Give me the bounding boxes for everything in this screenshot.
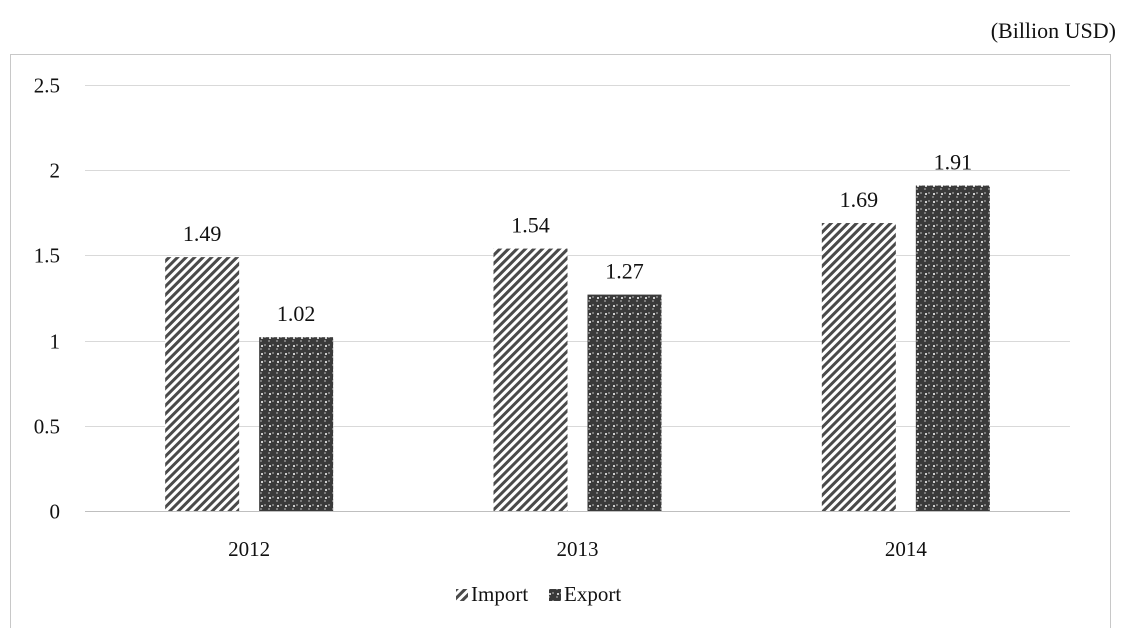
data-label: 1.69 — [840, 187, 879, 212]
legend-swatch-export — [549, 589, 561, 601]
y-tick-label: 2 — [50, 159, 61, 183]
x-tick-label: 2013 — [557, 537, 599, 561]
bar-import-2014 — [821, 223, 896, 512]
legend-swatch-import — [456, 589, 468, 601]
data-label: 1.54 — [511, 213, 550, 238]
y-tick-label: 2.5 — [34, 74, 60, 98]
y-tick-label: 0.5 — [34, 415, 60, 439]
data-label: 1.91 — [934, 150, 973, 175]
legend: Import Export — [456, 582, 621, 606]
bar-import-2012 — [165, 257, 240, 511]
bar-import-2013 — [493, 248, 568, 512]
chart-frame — [10, 54, 1111, 628]
y-tick-label: 1 — [50, 330, 61, 354]
legend-label-import: Import — [471, 582, 528, 606]
legend-label-export: Export — [564, 582, 621, 606]
unit-label: (Billion USD) — [990, 18, 1116, 43]
bar-export-2012 — [259, 337, 334, 511]
data-label: 1.02 — [277, 301, 316, 326]
bar-export-2014 — [915, 185, 990, 511]
data-label: 1.27 — [605, 259, 644, 284]
data-label: 1.49 — [183, 221, 222, 246]
x-tick-label: 2014 — [885, 537, 928, 561]
x-tick-label: 2012 — [228, 537, 270, 561]
y-tick-label: 0 — [50, 500, 61, 524]
bar-export-2013 — [587, 294, 662, 511]
y-tick-label: 1.5 — [34, 244, 60, 268]
